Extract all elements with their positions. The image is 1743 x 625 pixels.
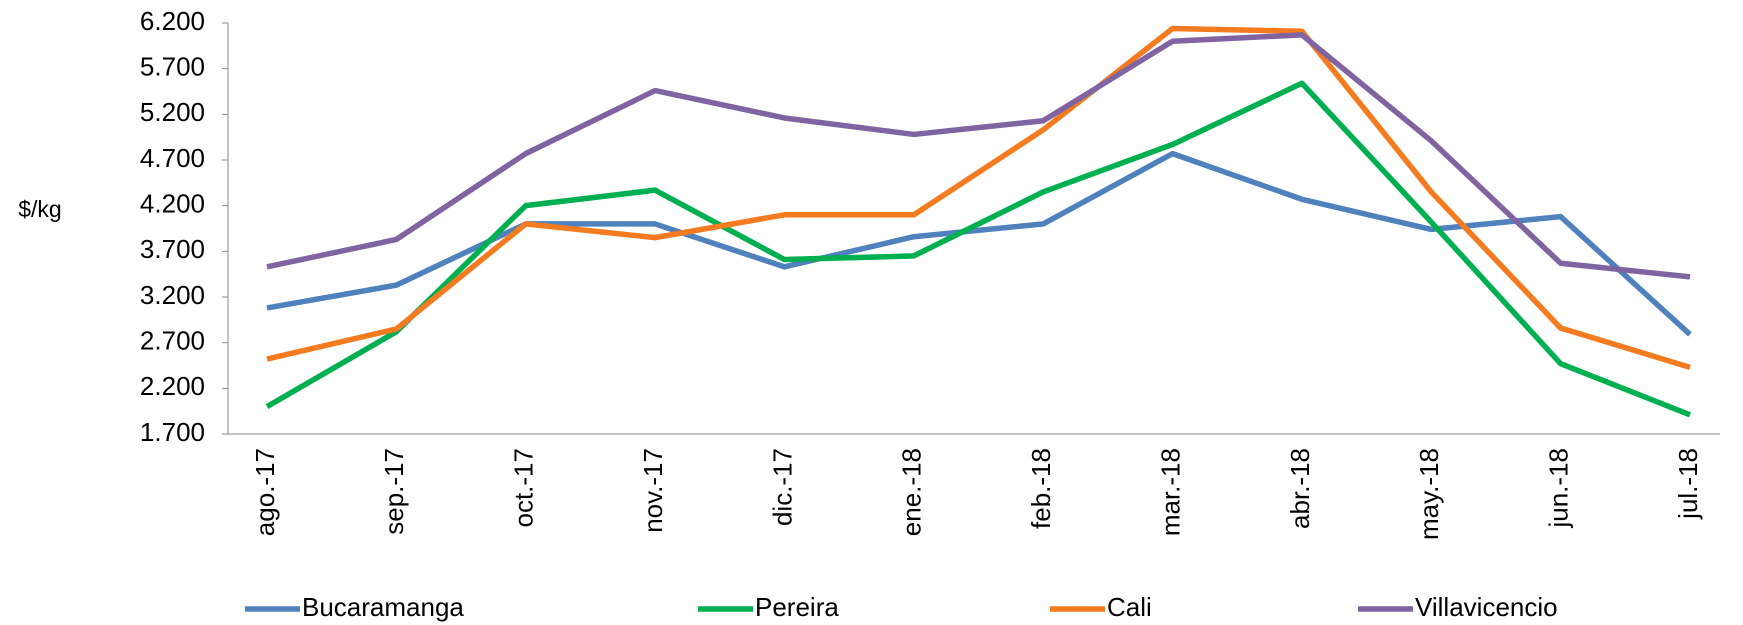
y-tick-label: 4.700: [140, 143, 205, 173]
series-line: [266, 25, 1691, 370]
x-tick-label: ago.-17: [250, 448, 280, 536]
y-tick-label: 5.700: [140, 52, 205, 82]
legend-label: Bucaramanga: [302, 592, 464, 622]
y-tick-label: 2.700: [140, 326, 205, 356]
x-tick-label: dic.-17: [767, 448, 797, 526]
y-tick-label: 6.200: [140, 6, 205, 36]
x-tick-label: sep.-17: [379, 448, 409, 535]
y-tick-label: 1.700: [140, 417, 205, 447]
y-tick-label: 4.200: [140, 189, 205, 219]
legend-label: Villavicencio: [1415, 592, 1558, 622]
x-tick-label: mar.-18: [1155, 448, 1185, 536]
x-tick-label: jul.-18: [1673, 448, 1703, 520]
x-tick-label: feb.-18: [1026, 448, 1056, 529]
legend-label: Cali: [1107, 592, 1152, 622]
series-line: [265, 80, 1692, 418]
x-tick-label: may.-18: [1414, 448, 1444, 540]
series-line: [266, 32, 1691, 280]
x-tick-label: jun.-18: [1544, 448, 1574, 529]
y-tick-label: 3.700: [140, 234, 205, 264]
x-tick-label: abr.-18: [1285, 448, 1315, 529]
y-tick-label: 5.200: [140, 97, 205, 127]
x-tick-label: ene.-18: [897, 448, 927, 536]
y-axis-label: $/kg: [18, 196, 61, 222]
x-tick-label: oct.-17: [509, 448, 539, 528]
y-tick-label: 2.200: [140, 371, 205, 401]
series-line: [266, 150, 1692, 337]
y-tick-label: 3.200: [140, 280, 205, 310]
x-tick-label: nov.-17: [638, 448, 668, 533]
legend-label: Pereira: [755, 592, 839, 622]
